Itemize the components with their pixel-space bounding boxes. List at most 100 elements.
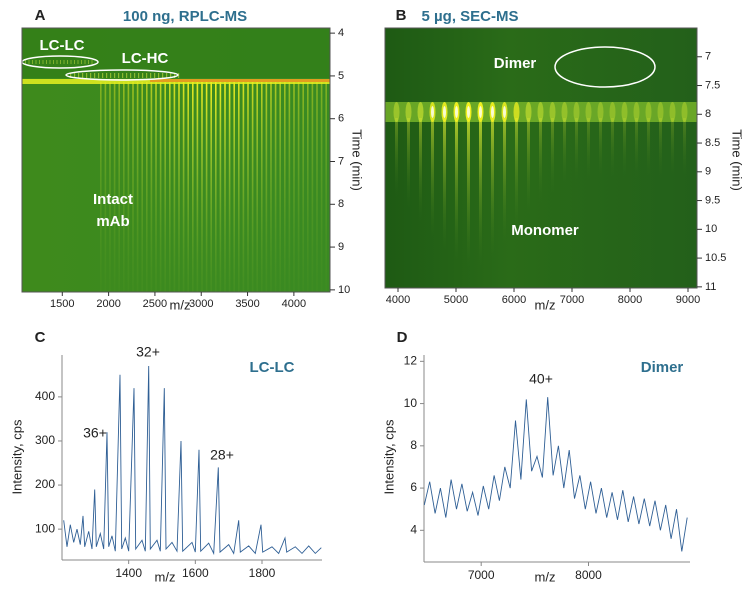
- signal-stripe: [142, 73, 144, 78]
- signal-spot: [573, 102, 580, 122]
- y-tick-label: 10: [404, 396, 418, 410]
- signal-stripe: [563, 118, 566, 187]
- panel-label: C: [35, 329, 46, 346]
- signal-stripe: [443, 118, 446, 252]
- signal-stripe: [114, 73, 116, 78]
- signal-stripe: [110, 73, 112, 78]
- signal-stripe: [265, 82, 268, 292]
- signal-stripe: [154, 73, 156, 78]
- x-tick-label: 7000: [468, 568, 495, 582]
- y-tick-label: 6: [338, 113, 344, 125]
- signal-stripe: [205, 82, 208, 292]
- annotation: Intact: [93, 191, 133, 208]
- signal-stripe: [431, 118, 434, 237]
- y-tick-label: 10: [338, 284, 350, 296]
- signal-spot: [405, 102, 412, 122]
- signal-stripe: [219, 82, 222, 292]
- y-tick-label: 9: [338, 241, 344, 253]
- signal-spot: [585, 102, 592, 122]
- y-tick-label: 7: [338, 155, 344, 167]
- y-axis-label: Time (min): [730, 129, 745, 191]
- signal-stripe: [215, 82, 217, 292]
- panel-label: B: [396, 7, 407, 24]
- signal-stripe: [49, 60, 51, 64]
- panel-title: 5 µg, SEC-MS: [422, 8, 519, 25]
- signal-stripe: [187, 82, 189, 292]
- signal-stripe: [166, 73, 168, 78]
- signal-spot: [525, 102, 532, 122]
- signal-stripe: [611, 118, 614, 179]
- signal-stripe: [123, 82, 125, 292]
- signal-stripe: [575, 118, 578, 183]
- signal-stripe: [74, 60, 75, 64]
- annotation: Dimer: [494, 55, 537, 72]
- signal-spot: [549, 102, 556, 122]
- annotation: LC-LC: [40, 37, 85, 54]
- signal-stripe: [155, 82, 157, 292]
- signal-stripe: [150, 73, 152, 78]
- signal-stripe: [671, 118, 674, 179]
- signal-spot: [393, 102, 400, 122]
- signal-stripe: [78, 73, 80, 78]
- y-tick-label: 9: [705, 166, 711, 178]
- y-tick-label: 8.5: [705, 137, 720, 149]
- signal-stripe: [284, 82, 286, 292]
- x-tick-label: 8000: [618, 294, 642, 306]
- signal-stripe: [46, 60, 47, 64]
- signal-stripe: [274, 82, 277, 292]
- signal-stripe: [74, 73, 76, 78]
- signal-spot: [561, 102, 568, 122]
- signal-stripe: [118, 82, 120, 292]
- x-tick-label: 6000: [502, 294, 526, 306]
- highlight-ellipse: [65, 69, 179, 81]
- signal-stripe: [39, 60, 40, 64]
- signal-stripe: [70, 73, 72, 78]
- x-axis-label: m/z: [170, 297, 191, 312]
- signal-stripe: [683, 118, 686, 179]
- signal-stripe: [242, 82, 245, 292]
- signal-stripe: [127, 82, 130, 292]
- y-tick-label: 4: [410, 522, 417, 536]
- peak-label: 36+: [83, 425, 107, 441]
- y-tick-label: 300: [35, 433, 55, 447]
- signal-stripe: [174, 73, 176, 78]
- y-tick-label: 9.5: [705, 194, 720, 206]
- x-tick-label: 3500: [235, 298, 259, 310]
- panel-annotation: Dimer: [641, 359, 684, 376]
- signal-stripe: [192, 82, 194, 292]
- plot-frame: [21, 27, 331, 293]
- signal-stripe: [261, 82, 263, 292]
- signal-stripe: [395, 118, 398, 197]
- signal-stripe: [146, 82, 148, 292]
- y-tick-label: 11: [705, 281, 716, 293]
- signal-spot: [597, 102, 604, 122]
- y-tick-label: 8: [338, 198, 344, 210]
- signal-stripe: [307, 82, 309, 292]
- signal-stripe: [467, 118, 470, 268]
- x-axis-label: m/z: [155, 569, 176, 584]
- y-tick-label: 5: [338, 70, 344, 82]
- signal-stripe: [647, 118, 650, 179]
- signal-stripe: [106, 73, 108, 78]
- panel-label: D: [397, 329, 408, 346]
- spectrum-line: [423, 397, 688, 552]
- y-tick-label: 8: [410, 438, 417, 452]
- signal-stripe: [159, 82, 162, 292]
- signal-stripe: [228, 82, 231, 292]
- signal-stripe: [635, 118, 638, 179]
- y-tick-label: 10.5: [705, 252, 726, 264]
- signal-stripe: [178, 82, 180, 292]
- signal-stripe: [32, 60, 33, 64]
- x-tick-label: 5000: [444, 294, 468, 306]
- y-tick-label: 4: [338, 27, 344, 39]
- signal-stripe: [455, 118, 458, 263]
- signal-core: [431, 106, 434, 118]
- x-tick-label: 7000: [560, 294, 584, 306]
- x-tick-label: 4000: [386, 294, 410, 306]
- signal-stripe: [659, 118, 662, 179]
- panel-annotation: LC-LC: [250, 359, 295, 376]
- signal-stripe: [118, 73, 120, 78]
- signal-stripe: [82, 73, 84, 78]
- signal-stripe: [196, 82, 199, 292]
